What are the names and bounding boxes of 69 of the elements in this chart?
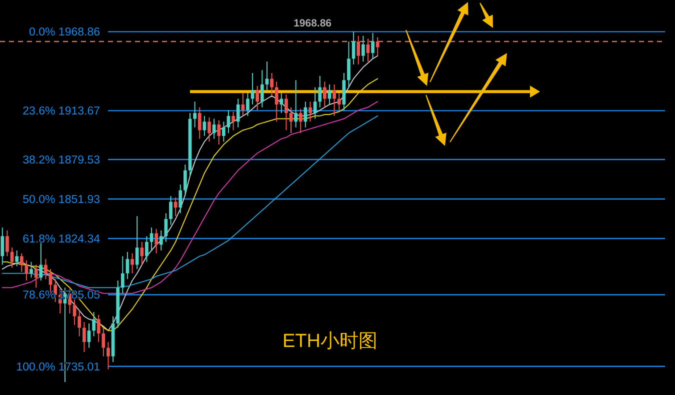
candlestick [265, 61, 269, 91]
candlestick [126, 251, 130, 280]
candlestick [328, 84, 332, 105]
candlestick [270, 72, 274, 96]
candlestick [323, 81, 326, 108]
candlestick [217, 120, 221, 146]
candlestick [20, 252, 24, 272]
candlestick [145, 236, 148, 262]
candlestick [92, 311, 96, 337]
candlestick [34, 264, 38, 288]
candlestick [284, 94, 288, 131]
candlestick [347, 41, 350, 88]
ref-line-label: 0.0% 1968.86 [29, 26, 100, 39]
candlestick [184, 164, 187, 197]
candlestick [82, 322, 86, 353]
candlestick [120, 256, 124, 294]
candlestick [260, 70, 264, 108]
candlestick [0, 227, 4, 266]
candlestick [246, 92, 250, 116]
candlestick [169, 196, 172, 226]
candlestick [356, 35, 360, 65]
candlestick [337, 92, 341, 111]
candlestick [202, 115, 206, 136]
candlestick [44, 258, 48, 280]
candlestick [361, 35, 365, 62]
candlestick [256, 85, 260, 111]
candlestick [332, 84, 336, 116]
ref-line-label: 61.8% 1824.34 [22, 234, 101, 246]
candlestick [159, 230, 163, 251]
candlestick [226, 110, 230, 134]
candlestick [294, 80, 298, 128]
candlestick [39, 241, 43, 282]
candlestick [376, 36, 380, 56]
candlestick [308, 101, 312, 122]
candlestick [96, 314, 100, 343]
candlestick [198, 106, 202, 140]
candlestick [78, 310, 82, 337]
candlestick [313, 86, 317, 120]
candlestick [371, 32, 374, 60]
candlestick [106, 342, 110, 370]
candlestick [87, 322, 91, 348]
candlestick [135, 216, 139, 270]
candlestick [208, 116, 211, 142]
candlestick [30, 261, 33, 278]
candlestick [174, 197, 178, 217]
candlestick [222, 121, 226, 142]
candlestick [15, 250, 19, 267]
candlestick [193, 101, 196, 128]
candlestick [130, 252, 134, 274]
candlestick [178, 184, 182, 214]
annotation: ETH小时图 [282, 331, 378, 352]
ref-line-label: 50.0% 1851.93 [22, 194, 100, 206]
candlestick [236, 98, 240, 128]
ref-line-label: 23.6% 1913.67 [22, 106, 100, 118]
candlestick [241, 92, 245, 116]
candlestick [274, 81, 278, 122]
candlestick [154, 228, 158, 254]
candlestick [54, 278, 57, 302]
ref-line-label: 38.2% 1879.53 [22, 154, 100, 167]
candlestick [318, 75, 322, 108]
candlestick [280, 92, 284, 114]
candlestick [140, 241, 144, 266]
candlestick [250, 72, 254, 105]
candlestick [72, 298, 76, 326]
candlestick [298, 108, 302, 134]
candlestick [6, 230, 9, 257]
annotation: 1968.86 [294, 18, 332, 30]
candlestick [232, 111, 235, 131]
candlestick [102, 327, 106, 357]
